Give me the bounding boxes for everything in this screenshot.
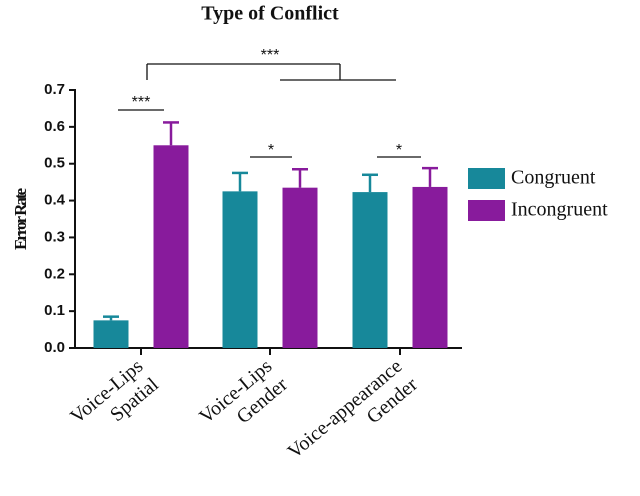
y-tick-label: 0.7 — [44, 81, 65, 98]
bar — [282, 187, 318, 348]
significance-label: * — [268, 142, 274, 159]
legend-label: Incongruent — [511, 199, 608, 221]
legend-swatch — [468, 200, 505, 221]
y-tick-label: 0.1 — [44, 302, 65, 319]
error-bar — [163, 121, 179, 146]
error-bar — [292, 167, 308, 188]
y-tick-label: 0.4 — [44, 192, 66, 209]
y-tick-label: 0.3 — [44, 228, 65, 245]
bar — [93, 320, 129, 348]
bar — [412, 186, 448, 348]
legend-label: Congruent — [511, 167, 596, 189]
significance-label: *** — [132, 94, 151, 111]
y-tick-label: 0.5 — [44, 155, 65, 172]
significance-label: *** — [261, 47, 280, 64]
significance-label: * — [396, 142, 402, 159]
y-tick-label: 0.0 — [44, 339, 65, 356]
y-axis-label: Error Rate — [11, 188, 30, 251]
y-tick-label: 0.2 — [44, 265, 65, 282]
chart-title: Type of Conflict — [201, 3, 339, 25]
error-bar — [103, 315, 119, 321]
legend-swatch — [468, 168, 505, 189]
bar — [222, 191, 258, 348]
y-tick-label: 0.6 — [44, 118, 65, 135]
error-bar — [422, 166, 438, 187]
error-bar — [362, 173, 378, 193]
bar — [352, 192, 388, 348]
error-bar — [232, 171, 248, 192]
bar — [153, 145, 189, 348]
